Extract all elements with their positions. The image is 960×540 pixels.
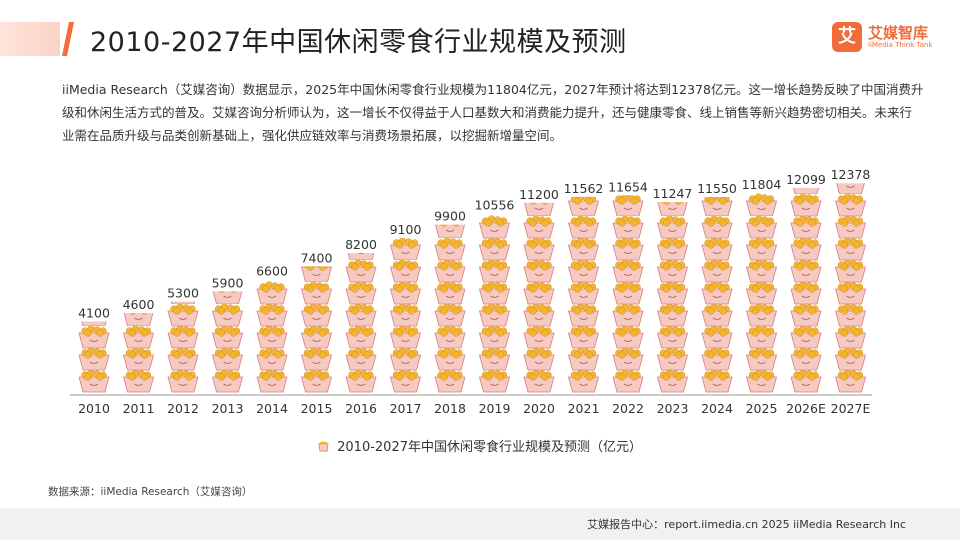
- bar-2024: [701, 197, 733, 393]
- bar-2017: [389, 237, 422, 393]
- snack-bucket-icon: [318, 441, 329, 452]
- bar-chart: 4100 2010 4600 2011 5300 2012 5900 2013 6600 2014…: [70, 170, 872, 416]
- x-tick-label-2026E: 2026E: [786, 401, 826, 416]
- data-label-2026E: 12099: [786, 172, 826, 187]
- x-tick-label-2020: 2020: [523, 401, 555, 416]
- x-tick-label-2016: 2016: [345, 401, 377, 416]
- intro-paragraph: iiMedia Research（艾媒咨询）数据显示，2025年中国休闲零食行业…: [62, 82, 924, 143]
- logo-mark-icon: 艾: [832, 22, 862, 52]
- data-label-2021: 11562: [564, 181, 604, 196]
- bar-2027E: [834, 183, 867, 393]
- bar-2014: [256, 281, 288, 393]
- data-source: 数据来源：iiMedia Research（艾媒咨询）: [48, 486, 253, 498]
- x-tick-label-2027E: 2027E: [831, 401, 871, 416]
- page-title: 2010-2027年中国休闲零食行业规模及预测: [90, 27, 627, 58]
- x-tick-label-2014: 2014: [256, 401, 288, 416]
- bar-2026E: [790, 187, 822, 393]
- logo-name-cn: 艾媒智库: [868, 24, 929, 42]
- data-label-2010: 4100: [78, 306, 110, 321]
- bar-2018: [434, 224, 466, 393]
- data-label-2020: 11200: [519, 187, 559, 202]
- x-tick-label-2017: 2017: [390, 401, 422, 416]
- data-label-2025: 11804: [742, 177, 782, 192]
- header: 2010-2027年中国休闲零食行业规模及预测 艾 艾媒智库 iiMedia T…: [0, 0, 960, 70]
- bar-2011: [122, 313, 155, 393]
- bar-2012: [167, 301, 199, 393]
- x-tick-label-2019: 2019: [479, 401, 511, 416]
- x-tick-label-2013: 2013: [212, 401, 244, 416]
- data-label-2022: 11654: [608, 179, 648, 194]
- x-tick-label-2015: 2015: [301, 401, 333, 416]
- data-label-2027E: 12378: [831, 170, 871, 182]
- header-accent-bar: [0, 22, 60, 56]
- data-label-2024: 11550: [697, 181, 737, 196]
- data-label-2018: 9900: [434, 209, 466, 224]
- bar-2021: [567, 196, 600, 393]
- data-label-2023: 11247: [653, 186, 693, 201]
- footer-text: 艾媒报告中心：report.iimedia.cn 2025 iiMedia Re…: [587, 518, 906, 531]
- data-label-2012: 5300: [167, 285, 199, 300]
- footer-bar: [0, 508, 960, 540]
- chart-legend: 2010-2027年中国休闲零食行业规模及预测（亿元）: [0, 436, 960, 455]
- bar-2020: [523, 202, 555, 393]
- data-label-2014: 6600: [256, 264, 288, 279]
- x-tick-label-2010: 2010: [78, 401, 110, 416]
- bar-2022: [612, 195, 644, 393]
- logo-name-en: iiMedia Think Tank: [868, 41, 933, 49]
- legend-label: 2010-2027年中国休闲零食行业规模及预测（亿元）: [337, 440, 642, 455]
- x-tick-label-2018: 2018: [434, 401, 466, 416]
- x-tick-label-2023: 2023: [657, 401, 689, 416]
- x-tick-label-2024: 2024: [701, 401, 733, 416]
- x-tick-label-2025: 2025: [746, 401, 778, 416]
- x-tick-label-2011: 2011: [123, 401, 155, 416]
- data-label-2019: 10556: [475, 198, 515, 213]
- bar-2016: [345, 253, 377, 393]
- data-label-2011: 4600: [123, 297, 155, 312]
- data-label-2016: 8200: [345, 237, 377, 252]
- x-tick-label-2022: 2022: [612, 401, 644, 416]
- bar-2019: [478, 215, 511, 393]
- bar-2013: [211, 291, 244, 393]
- data-label-2015: 7400: [301, 250, 333, 265]
- bar-2010: [78, 321, 110, 393]
- header-slash-icon: [62, 22, 74, 56]
- bar-2025: [745, 193, 778, 393]
- x-tick-label-2021: 2021: [568, 401, 600, 416]
- data-label-2017: 9100: [390, 222, 422, 237]
- brand-logo: 艾 艾媒智库 iiMedia Think Tank: [832, 22, 942, 54]
- x-tick-label-2012: 2012: [167, 401, 199, 416]
- bar-2015: [300, 266, 333, 393]
- bar-2023: [656, 202, 689, 393]
- data-label-2013: 5900: [212, 275, 244, 290]
